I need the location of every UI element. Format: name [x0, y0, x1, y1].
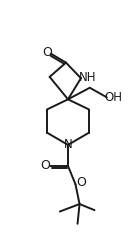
Text: O: O — [42, 46, 52, 59]
Text: O: O — [76, 176, 86, 190]
Text: OH: OH — [105, 91, 123, 104]
Text: NH: NH — [79, 71, 97, 84]
Text: N: N — [64, 138, 72, 151]
Text: O: O — [41, 159, 50, 172]
